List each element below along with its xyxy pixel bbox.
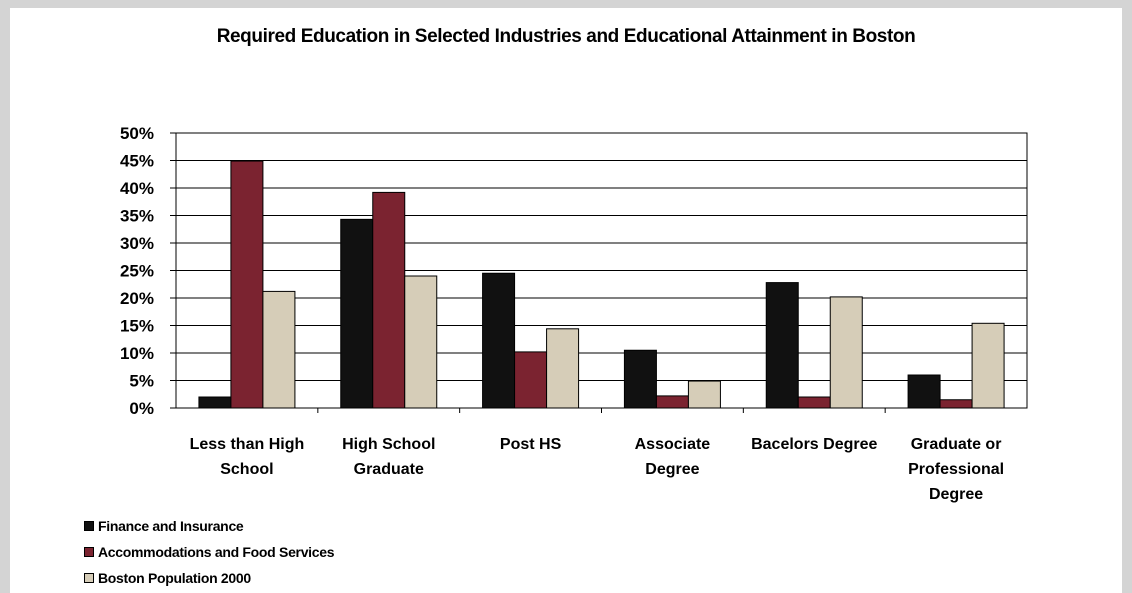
- legend-label: Finance and Insurance: [98, 518, 244, 534]
- bar: [340, 218, 374, 409]
- x-tick-label: Associate: [635, 436, 711, 453]
- y-tick-label: 10%: [120, 344, 154, 363]
- bar: [655, 395, 689, 409]
- x-tick-label: High School: [342, 436, 435, 453]
- x-tick-label: Post HS: [500, 436, 562, 453]
- x-tick-label: School: [220, 461, 273, 478]
- y-tick-label: 50%: [120, 124, 154, 143]
- legend-swatch: [84, 573, 94, 583]
- x-tick-label: Less than High: [190, 436, 305, 453]
- bar: [372, 191, 406, 409]
- y-tick-label: 5%: [129, 372, 154, 391]
- bar: [262, 290, 296, 409]
- chart-title: Required Education in Selected Industrie…: [216, 26, 916, 47]
- x-tick-label: Degree: [645, 461, 699, 478]
- bar: [939, 399, 973, 409]
- legend-swatch: [84, 547, 94, 557]
- x-tick-label: Degree: [929, 486, 983, 503]
- y-tick-label: 15%: [120, 317, 154, 336]
- bar: [514, 351, 548, 409]
- y-tick-label: 40%: [120, 179, 154, 198]
- bar: [623, 349, 657, 409]
- legend-item: Finance and Insurance: [84, 513, 334, 539]
- x-tick-label: Graduate: [354, 461, 424, 478]
- y-tick-label: 25%: [120, 262, 154, 281]
- bar: [198, 396, 232, 409]
- bar: [829, 296, 863, 409]
- chart-legend: Finance and Insurance Accommodations and …: [84, 513, 335, 591]
- bar: [687, 380, 721, 409]
- legend-label: Boston Population 2000: [98, 570, 251, 586]
- y-tick-label: 45%: [120, 152, 154, 171]
- y-tick-label: 20%: [120, 289, 154, 308]
- bar: [546, 328, 580, 409]
- bar: [482, 272, 516, 409]
- legend-item: Accommodations and Food Services: [84, 539, 335, 565]
- bar: [797, 396, 831, 409]
- x-tick-label: Graduate or: [911, 436, 1002, 453]
- bar: [230, 160, 264, 409]
- bar: [907, 374, 941, 409]
- x-tick-label: Bacelors Degree: [751, 436, 877, 453]
- bar: [765, 282, 799, 409]
- bar: [404, 275, 438, 409]
- y-tick-label: 35%: [120, 207, 154, 226]
- y-tick-label: 30%: [120, 234, 154, 253]
- legend-label: Accommodations and Food Services: [98, 544, 335, 560]
- chart-frame: [10, 8, 1122, 593]
- y-tick-label: 0%: [129, 399, 154, 418]
- legend-swatch: [84, 521, 94, 531]
- bar: [971, 322, 1005, 409]
- x-tick-label: Professional: [908, 461, 1004, 478]
- legend-item: Boston Population 2000: [84, 565, 334, 591]
